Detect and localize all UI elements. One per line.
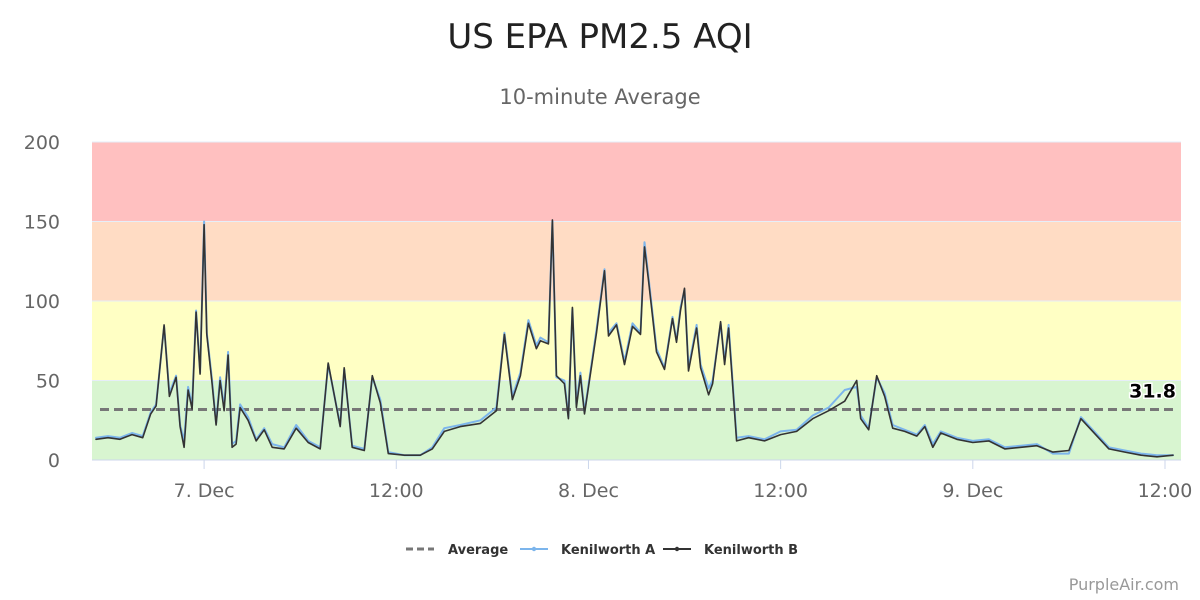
legend-item-kenilworth-b[interactable]: Kenilworth B bbox=[663, 543, 798, 558]
legend-item-kenilworth-a[interactable]: Kenilworth A bbox=[520, 543, 655, 558]
legend-label-kenilworth-a: Kenilworth A bbox=[561, 543, 655, 558]
x-tick-labels: 7. Dec 12:00 8. Dec 12:00 9. Dec 12:00 bbox=[174, 460, 1193, 502]
y-tick-label: 0 bbox=[48, 450, 60, 472]
grid-layer bbox=[92, 141, 1181, 461]
legend-marker-kenilworth-a bbox=[531, 546, 537, 552]
aqi-band-2 bbox=[92, 221, 1181, 301]
x-tick-label: 7. Dec bbox=[174, 480, 235, 502]
legend: Average Kenilworth A Kenilworth B bbox=[406, 543, 798, 558]
y-tick-label: 150 bbox=[24, 212, 60, 234]
chart-title: US EPA PM2.5 AQI bbox=[447, 17, 752, 57]
x-tick-label: 12:00 bbox=[369, 480, 424, 502]
x-tick-label: 12:00 bbox=[1138, 480, 1193, 502]
y-tick-labels: 0 50 100 150 200 bbox=[24, 132, 60, 472]
average-line-layer: 31.8 bbox=[100, 379, 1178, 411]
x-tick-label: 12:00 bbox=[753, 480, 808, 502]
legend-label-kenilworth-b: Kenilworth B bbox=[704, 543, 798, 558]
aqi-band-1 bbox=[92, 301, 1181, 381]
x-tick-label: 9. Dec bbox=[942, 480, 1003, 502]
aqi-band-layer bbox=[92, 142, 1181, 460]
y-tick-label: 200 bbox=[24, 132, 60, 154]
y-tick-label: 50 bbox=[36, 371, 60, 393]
legend-marker-kenilworth-b bbox=[674, 546, 680, 552]
aqi-band-3 bbox=[92, 142, 1181, 222]
series-line-kenilworth-b[interactable] bbox=[95, 219, 1174, 458]
series-layer bbox=[95, 219, 1174, 458]
legend-label-average: Average bbox=[448, 543, 508, 558]
chart-subtitle: 10-minute Average bbox=[499, 85, 700, 109]
legend-item-average[interactable]: Average bbox=[406, 543, 508, 558]
x-tick-label: 8. Dec bbox=[558, 480, 619, 502]
average-value-label: 31.8 bbox=[1129, 380, 1176, 402]
credits-link[interactable]: PurpleAir.com bbox=[1069, 575, 1179, 594]
y-tick-label: 100 bbox=[24, 291, 60, 313]
